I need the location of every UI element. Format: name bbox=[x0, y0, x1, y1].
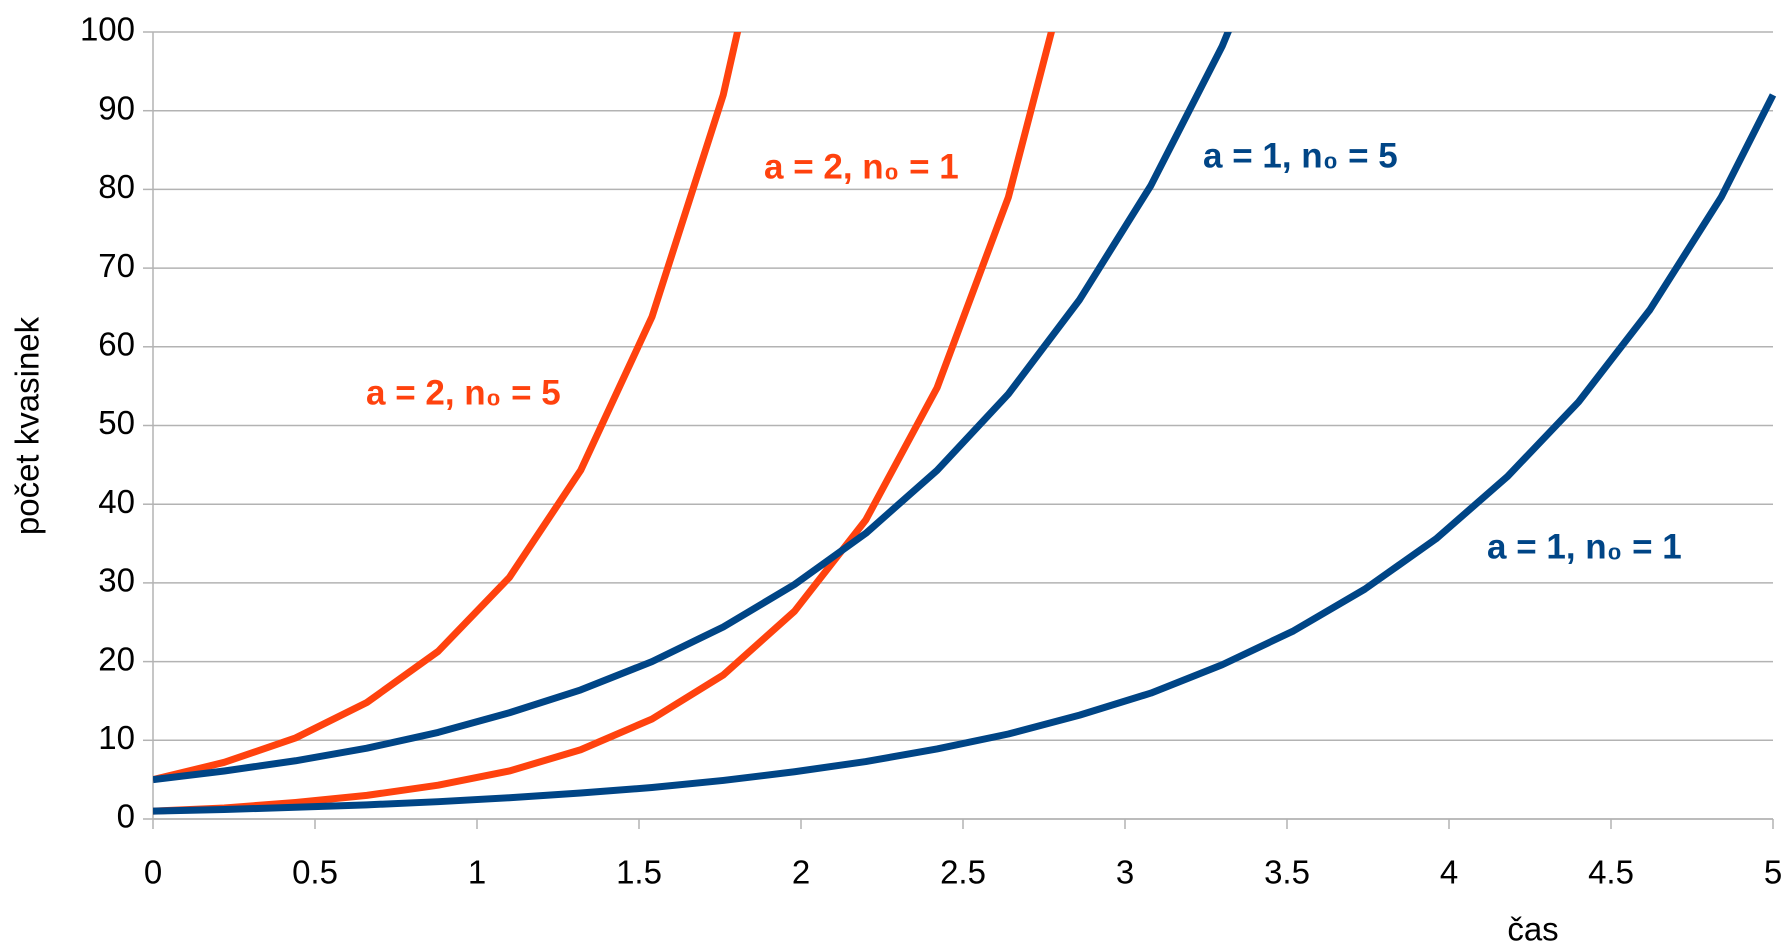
y-tick-label: 90 bbox=[98, 89, 135, 126]
line bbox=[153, 93, 1777, 815]
y-tick-label: 10 bbox=[98, 719, 135, 756]
x-tick-label: 0 bbox=[144, 854, 162, 891]
y-tick-label: 50 bbox=[98, 404, 135, 441]
x-tick-label: 1 bbox=[468, 854, 486, 891]
y-tick-label: 70 bbox=[98, 247, 135, 284]
y-axis-label: počet kvasinek bbox=[9, 316, 46, 535]
line bbox=[153, 32, 1055, 815]
x-tick-label: 3 bbox=[1116, 854, 1134, 891]
x-tick-label: 0.5 bbox=[292, 854, 338, 891]
x-tick-label: 5 bbox=[1764, 854, 1782, 891]
x-tick-label: 2 bbox=[792, 854, 810, 891]
x-tick-label: 3.5 bbox=[1264, 854, 1310, 891]
x-tick-label: 4.5 bbox=[1588, 854, 1634, 891]
line bbox=[153, 32, 1232, 784]
x-tick-label: 1.5 bbox=[616, 854, 662, 891]
y-tick-label: 30 bbox=[98, 562, 135, 599]
y-tick-label: 20 bbox=[98, 640, 135, 677]
series-label: a = 2, n₀ = 5 bbox=[366, 373, 561, 412]
x-tick-label: 4 bbox=[1440, 854, 1458, 891]
y-tick-label: 0 bbox=[117, 798, 135, 835]
series-label: a = 1, n₀ = 1 bbox=[1487, 527, 1682, 566]
y-tick-label: 60 bbox=[98, 326, 135, 363]
series-label: a = 2, n₀ = 1 bbox=[764, 147, 959, 186]
series-label: a = 1, n₀ = 5 bbox=[1203, 136, 1398, 175]
line bbox=[153, 32, 742, 784]
y-tick-label: 40 bbox=[98, 483, 135, 520]
y-tick-label: 80 bbox=[98, 168, 135, 205]
x-tick-label: 2.5 bbox=[940, 854, 986, 891]
y-tick-label: 100 bbox=[80, 11, 135, 48]
x-axis-label: čas bbox=[1507, 911, 1558, 948]
